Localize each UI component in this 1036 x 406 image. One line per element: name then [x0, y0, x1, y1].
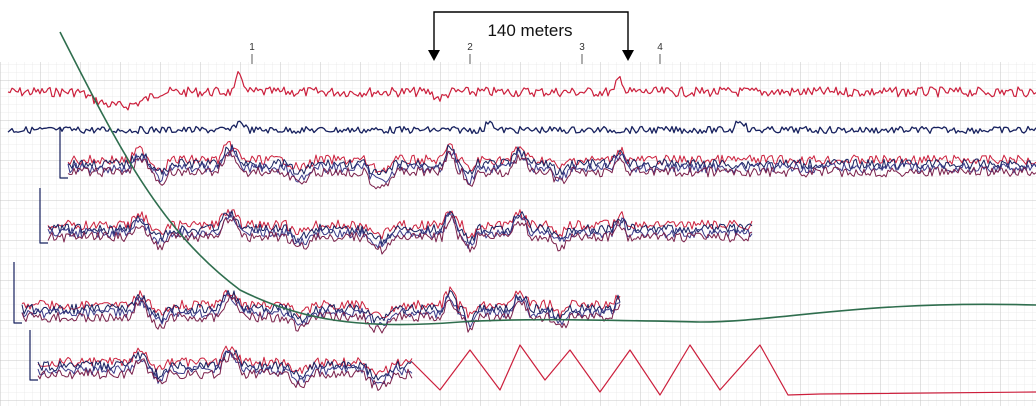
- marker-label-4: 4: [657, 42, 663, 53]
- distance-bracket: 140 meters: [428, 11, 634, 61]
- channel-4-trace-4: [37, 352, 413, 391]
- trace-navy-top: [7, 120, 1036, 135]
- right-arrow-icon: [622, 50, 634, 61]
- channel-2-trace-4: [47, 215, 753, 255]
- channel-4-trace-3: [37, 350, 413, 385]
- channel-2-trace-2: [47, 210, 753, 246]
- trace-group: [7, 31, 1036, 396]
- channel-step-2: [39, 188, 48, 244]
- trace-green-depth: [59, 31, 1036, 326]
- bracket-line: [433, 11, 629, 52]
- distance-markers: 1 2 3 4: [249, 42, 663, 64]
- channel-3-trace-1: [21, 286, 621, 319]
- channel-3-trace-4: [21, 294, 621, 334]
- channel-step-3: [13, 262, 22, 324]
- channel-1-trace-4: [67, 150, 1036, 190]
- trace-red-top: [7, 71, 1036, 111]
- bracket-label: 140 meters: [487, 21, 572, 40]
- marker-label-2: 2: [467, 42, 473, 53]
- channel-4-trace-2: [37, 349, 413, 381]
- channel-3-trace-2: [21, 289, 621, 324]
- marker-label-3: 3: [579, 42, 585, 53]
- trace-red-square-wave: [411, 344, 1036, 396]
- channel-1-trace-3: [67, 146, 1036, 186]
- chart-paper: [0, 62, 1036, 406]
- channel-1-trace-1: [67, 140, 1036, 174]
- channel-step-1: [59, 128, 68, 179]
- channel-step-4: [29, 330, 38, 381]
- left-arrow-icon: [428, 50, 440, 61]
- marker-label-1: 1: [249, 42, 255, 53]
